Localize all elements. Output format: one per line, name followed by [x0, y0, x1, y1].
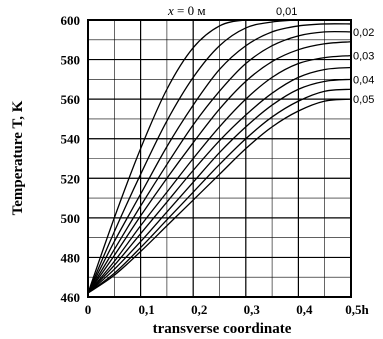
y-tick-label: 580	[61, 53, 81, 68]
curve-label-0-03: 0,03	[353, 51, 374, 63]
x-axis-label: transverse coordinate	[153, 321, 292, 337]
y-tick-label: 520	[61, 171, 81, 186]
x-tick-label: 0,2	[191, 302, 207, 317]
y-tick-labels: 460 480 500 520 540 560 580 600	[61, 13, 81, 305]
y-tick-label: 560	[61, 92, 81, 107]
y-axis-label: Temperature T, K	[10, 100, 26, 215]
y-tick-label: 600	[61, 13, 81, 28]
series-line-5	[87, 54, 352, 294]
y-tick-label: 500	[61, 211, 81, 226]
curve-labels: x = 0 м 0,01 0,02 0,03 0,04 0,05	[167, 3, 374, 106]
series-line-3	[87, 30, 352, 294]
series-line-8	[87, 88, 352, 294]
series-line-9	[87, 98, 352, 294]
x-tick-label: 0,4	[296, 302, 313, 317]
plot-frame	[87, 19, 352, 298]
x-tick-label: 0,5h	[345, 302, 369, 317]
x-tick-labels: 0 0,1 0,2 0,3 0,4 0,5h	[85, 302, 370, 317]
x-tick-label: 0	[85, 302, 92, 317]
series-line-2	[87, 23, 352, 294]
curve-label-0-02: 0,02	[353, 27, 374, 39]
series-line-6	[87, 66, 352, 294]
y-tick-label: 540	[61, 132, 81, 147]
y-tick-label: 480	[61, 250, 81, 265]
series-line-7	[87, 78, 352, 294]
series-line-4	[87, 41, 352, 294]
curve-label-x0: x = 0 м	[167, 3, 206, 18]
y-tick-label: 460	[61, 290, 81, 305]
curve-label-0-04: 0,04	[353, 74, 374, 86]
curve-label-0-05: 0,05	[353, 94, 374, 106]
x-tick-label: 0,3	[244, 302, 261, 317]
curve-label-0-01: 0,01	[276, 6, 297, 18]
x-tick-label: 0,1	[138, 302, 154, 317]
